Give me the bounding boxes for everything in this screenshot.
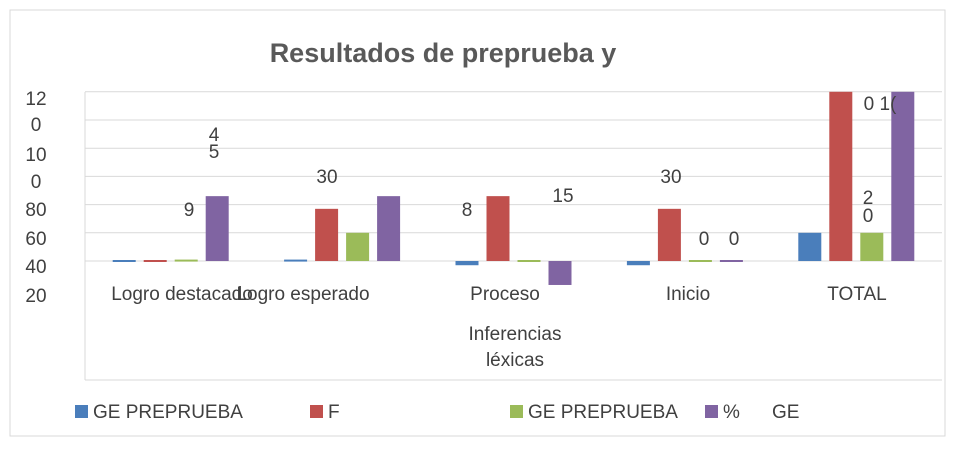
data-label: 4 xyxy=(209,125,220,146)
data-label: 30 xyxy=(316,167,337,188)
bar xyxy=(486,196,510,261)
bar xyxy=(657,208,681,261)
legend-swatch xyxy=(310,405,323,418)
bar xyxy=(829,91,853,261)
x-tick-label: Inicio xyxy=(666,284,710,305)
y-tick-label: 12 xyxy=(25,89,46,110)
y-tick-label: 10 xyxy=(25,145,46,166)
bar xyxy=(891,91,915,261)
x-tick-label: Proceso xyxy=(470,284,540,305)
data-label: 15 xyxy=(552,186,573,207)
x-tick-label: Logro esperado xyxy=(236,284,369,305)
y-tick-label: 0 xyxy=(31,115,42,136)
data-label: 9 xyxy=(184,200,195,221)
bar xyxy=(143,260,167,262)
bar xyxy=(548,261,572,285)
y-tick-label: 40 xyxy=(25,257,46,278)
bar xyxy=(455,261,479,266)
chart-title: Resultados de preprueba y xyxy=(270,38,617,68)
legend-label: GE PREPRUEBA xyxy=(528,402,678,423)
data-label: 2 xyxy=(863,188,874,209)
bar xyxy=(860,232,884,261)
data-label: 5 xyxy=(209,142,220,163)
x-tick-label: Logro destacado xyxy=(111,284,253,305)
data-label: 30 xyxy=(660,167,681,188)
data-label: 0 1( xyxy=(864,94,897,115)
y-tick-label: 60 xyxy=(25,229,46,250)
bar xyxy=(346,232,370,261)
bar xyxy=(626,261,650,266)
bar xyxy=(174,259,198,262)
chart-border xyxy=(9,9,946,437)
y-tick-label: 0 xyxy=(31,172,42,193)
y-tick-label: 20 xyxy=(25,286,46,307)
legend-swatch xyxy=(705,405,718,418)
bar xyxy=(315,208,339,261)
data-label: 0 xyxy=(863,206,874,227)
bar xyxy=(719,260,743,262)
data-label: 0 xyxy=(729,229,740,250)
legend-label: GE xyxy=(772,402,799,423)
bar xyxy=(798,232,822,261)
bar xyxy=(284,259,308,262)
bar xyxy=(688,260,712,262)
bar xyxy=(205,196,229,261)
legend-label: F xyxy=(328,402,340,423)
bar xyxy=(112,260,136,262)
data-label: 0 xyxy=(699,229,710,250)
legend-swatch xyxy=(75,405,88,418)
legend-label: GE PREPRUEBA xyxy=(93,402,243,423)
x-axis-title: Inferencias léxicas xyxy=(468,324,562,371)
bar xyxy=(517,260,541,262)
data-label: 8 xyxy=(462,200,473,221)
legend-swatch xyxy=(510,405,523,418)
y-tick-label: 80 xyxy=(25,200,46,221)
legend-label: % xyxy=(723,402,740,423)
x-tick-label: TOTAL xyxy=(827,284,886,305)
bar xyxy=(377,196,401,261)
